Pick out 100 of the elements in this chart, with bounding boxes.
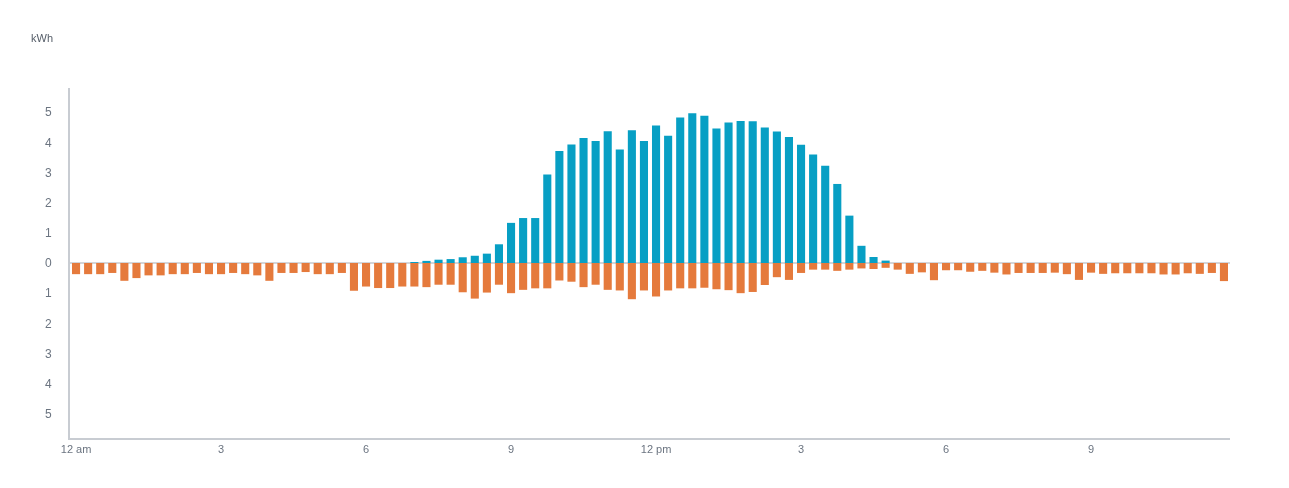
bar (784, 136, 794, 263)
bar (458, 263, 467, 293)
bar (446, 259, 455, 263)
bar (821, 263, 830, 270)
bar (458, 257, 467, 263)
bar (71, 263, 81, 275)
bar (772, 263, 781, 278)
bar (265, 263, 274, 281)
bar (494, 263, 504, 285)
bar (688, 113, 697, 263)
bar (241, 263, 250, 275)
bar (712, 128, 721, 263)
bar (664, 135, 673, 263)
bar (905, 263, 914, 274)
bar (724, 122, 733, 263)
bar (676, 263, 685, 289)
bar (156, 263, 165, 276)
bar (531, 263, 540, 289)
y-tick-label: 3 (44, 346, 52, 361)
bar (917, 263, 926, 273)
x-tick-label: 3 (217, 443, 225, 456)
bar (519, 218, 528, 263)
bar (1219, 263, 1229, 282)
bar (422, 263, 431, 288)
bar (651, 263, 661, 297)
bar (289, 263, 298, 273)
bar (253, 263, 262, 276)
bar (845, 263, 854, 270)
x-tick-label: 9 (1087, 443, 1095, 456)
bar (120, 263, 129, 281)
bar (349, 263, 359, 291)
bar (543, 263, 552, 289)
bar (881, 263, 890, 268)
bar (482, 263, 491, 293)
bar (869, 256, 878, 263)
bar (676, 117, 685, 263)
bar (168, 263, 177, 275)
bar (216, 263, 226, 275)
bar (954, 263, 963, 271)
bar (1159, 263, 1168, 275)
bar (796, 144, 806, 263)
bar (555, 263, 564, 281)
bar (422, 260, 431, 263)
bar (809, 154, 818, 263)
bar (1062, 263, 1071, 275)
bar (700, 115, 709, 263)
bar (1111, 263, 1120, 274)
bar (567, 263, 576, 282)
bar (591, 141, 600, 263)
bar (410, 263, 419, 287)
bar (990, 263, 999, 273)
y-tick-label: 0 (44, 256, 52, 271)
bar (579, 138, 588, 263)
bar (833, 263, 842, 271)
y-tick-label: 4 (44, 376, 52, 391)
bar (845, 215, 854, 263)
bar (374, 263, 383, 289)
bar (603, 263, 612, 290)
y-axis-title: kWh (31, 32, 53, 44)
bar (615, 149, 624, 263)
bar (591, 263, 600, 285)
bar (1086, 263, 1096, 273)
bar (1147, 263, 1156, 274)
bar (84, 263, 93, 275)
bar (494, 244, 504, 263)
bar (700, 263, 709, 288)
bar (748, 121, 757, 263)
bar (531, 218, 540, 263)
bar (1123, 263, 1132, 274)
bar (543, 174, 552, 263)
bar (712, 263, 721, 290)
bar (760, 263, 769, 286)
bar (313, 263, 322, 275)
bar (180, 263, 189, 275)
bar (434, 263, 443, 285)
y-tick-label: 3 (44, 165, 52, 180)
bar (857, 245, 866, 263)
y-tick-label: 2 (44, 316, 52, 331)
bar (108, 263, 117, 273)
bar (337, 263, 346, 273)
bar (482, 253, 491, 263)
bar (1038, 263, 1047, 273)
bar (132, 263, 141, 279)
bar (398, 263, 407, 287)
x-tick-label: 12 am (60, 443, 92, 456)
bar (434, 259, 443, 263)
bar (1171, 263, 1180, 275)
bar (688, 263, 697, 289)
bar (603, 131, 612, 263)
bar (784, 263, 794, 280)
y-tick-label: 1 (44, 286, 52, 301)
bar (821, 165, 830, 263)
bar (1014, 263, 1023, 273)
bar (748, 263, 757, 292)
bar (1183, 263, 1192, 274)
bar (1135, 263, 1144, 274)
bar (361, 263, 371, 287)
bar (1050, 263, 1059, 273)
bar (1207, 263, 1216, 273)
bar (1099, 263, 1108, 274)
